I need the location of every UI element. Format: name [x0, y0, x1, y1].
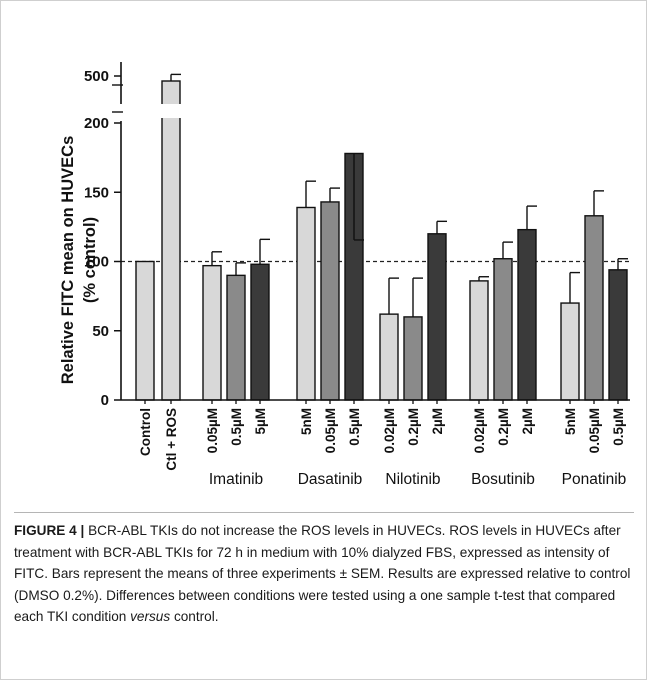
x-tick-label: 5nM — [299, 408, 314, 435]
group-label: Imatinib — [209, 471, 263, 488]
bar — [469, 280, 489, 401]
bar — [608, 269, 628, 401]
x-tick-label: 2µM — [520, 408, 535, 435]
bar — [379, 313, 399, 401]
bar — [517, 228, 537, 401]
caption-text: BCR-ABL TKIs do not increase the ROS lev… — [14, 523, 631, 625]
y-tick-label: 0 — [101, 392, 109, 409]
x-tick-label: 0.05µM — [205, 408, 220, 453]
caption-italic-word: versus — [130, 609, 171, 625]
x-tick-label: 0.2µM — [406, 408, 421, 446]
group-label: Bosutinib — [471, 471, 535, 488]
bar — [161, 80, 181, 401]
bars-group — [135, 73, 628, 401]
y-tick-label: 150 — [84, 184, 109, 201]
group-label: Ponatinib — [562, 471, 627, 488]
bar — [584, 215, 604, 401]
bar — [135, 260, 155, 401]
bar — [226, 274, 246, 401]
y-tick-label: 100 — [84, 254, 109, 271]
x-tick-label: 0.5µM — [611, 408, 626, 446]
bar — [320, 201, 340, 401]
bar-break-gap — [159, 104, 183, 118]
x-tick-label: 5µM — [253, 408, 268, 435]
bar — [202, 264, 222, 401]
bar — [427, 233, 447, 401]
figure-label: FIGURE 4 | — [14, 523, 85, 538]
x-tick-label: 0.05µM — [587, 408, 602, 453]
x-tick-label: 0.02µM — [472, 408, 487, 453]
y-axis-title: Relative FITC mean on HUVECs — [59, 136, 77, 384]
x-tick-label: 0.5µM — [347, 408, 362, 446]
y-tick-label: 200 — [84, 115, 109, 132]
bar — [493, 258, 513, 401]
bar-chart: Relative FITC mean on HUVECs (% control) … — [59, 62, 630, 488]
axes-group — [112, 62, 630, 401]
x-tick-label: 0.5µM — [229, 408, 244, 446]
y-tick-label: 500 — [84, 68, 109, 85]
x-tick-label: 0.2µM — [496, 408, 511, 446]
y-tick-label: 50 — [92, 323, 109, 340]
ticks-group — [114, 75, 619, 404]
bar — [403, 316, 423, 401]
caption-divider — [14, 512, 634, 513]
x-tick-label: 2µM — [430, 408, 445, 435]
x-tick-label: 0.02µM — [382, 408, 397, 453]
y-axis-label-group: Relative FITC mean on HUVECs (% control) — [59, 136, 99, 384]
x-tick-label: 5nM — [563, 408, 578, 435]
x-tick-label: Ctl + ROS — [164, 408, 179, 471]
y-axis-title-unit: (% control) — [81, 217, 99, 303]
figure-caption: FIGURE 4 | BCR-ABL TKIs do not increase … — [14, 520, 636, 628]
x-tick-label: Control — [138, 408, 153, 456]
labels-group: 0 50 100 150 200 500 Control Ctl + ROS 0.05µM 0.5… — [84, 68, 626, 488]
bar — [250, 263, 270, 401]
x-tick-label: 0.05µM — [323, 408, 338, 453]
bar — [296, 206, 316, 401]
group-label: Dasatinib — [298, 471, 363, 488]
bar — [560, 302, 580, 401]
group-label: Nilotinib — [385, 471, 440, 488]
caption-text-end: control. — [170, 609, 219, 625]
